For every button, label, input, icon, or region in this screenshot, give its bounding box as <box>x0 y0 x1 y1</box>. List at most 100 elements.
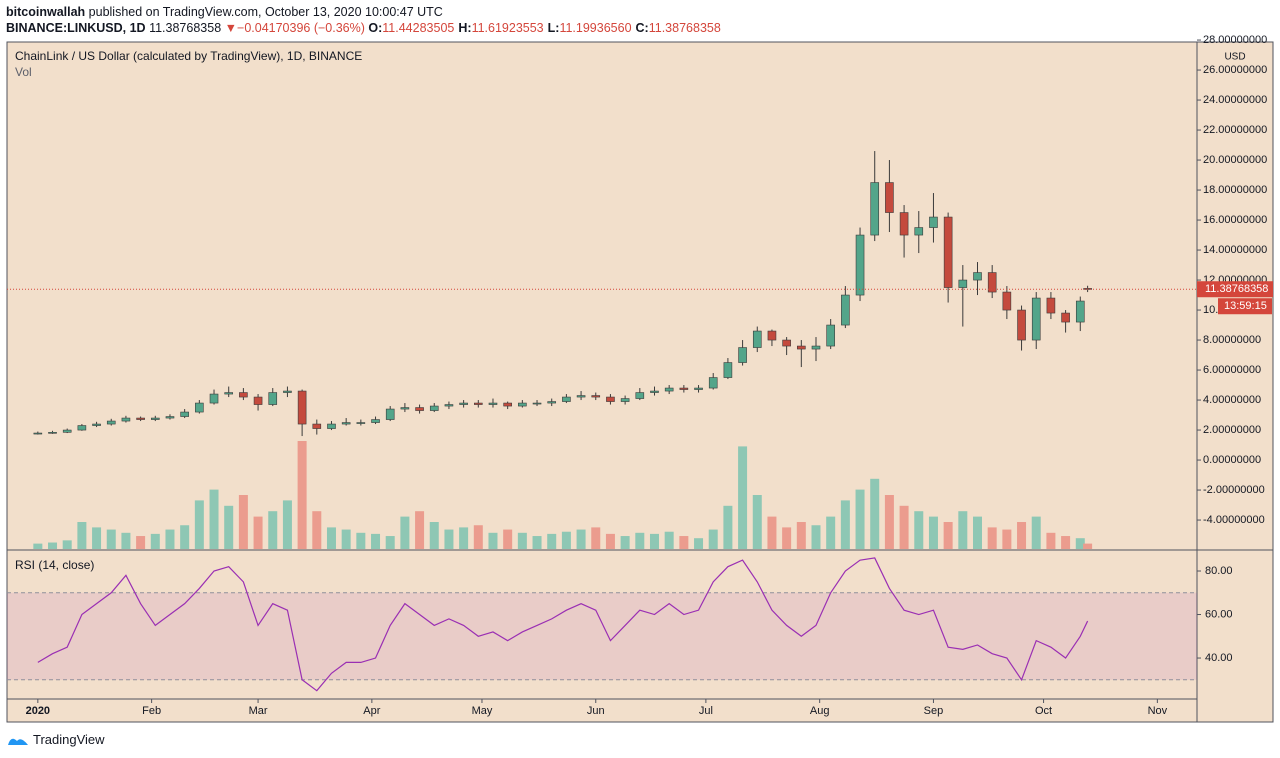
ohlc-key: H: <box>458 21 472 35</box>
candle-body <box>253 396 263 405</box>
candle-body <box>973 272 982 281</box>
volume-bar <box>385 536 395 549</box>
x-tick-label: Apr <box>363 705 380 717</box>
candle-body <box>987 272 997 293</box>
volume-bar <box>620 536 630 549</box>
volume-bar <box>532 536 542 549</box>
volume-bar <box>605 533 615 549</box>
candle-body <box>870 182 880 236</box>
author[interactable]: bitcoinwallah <box>6 5 86 19</box>
volume-bar <box>767 516 777 549</box>
volume-bar <box>136 536 146 549</box>
y-tick-label: 4.00000000 <box>1203 394 1261 406</box>
candle-body <box>356 422 366 424</box>
candle-body <box>385 408 395 420</box>
volume-bar <box>547 533 557 549</box>
volume-bar <box>400 516 410 549</box>
volume-bar <box>811 525 821 549</box>
candle-body <box>547 401 557 404</box>
candle-body <box>444 404 454 407</box>
candle-body <box>180 411 189 417</box>
volume-bar <box>1017 522 1027 549</box>
volume-bar <box>473 525 483 549</box>
candle-body <box>62 429 72 433</box>
footer-logo[interactable]: TradingView <box>7 732 105 747</box>
logo-icon <box>8 738 28 745</box>
x-tick-label: Jun <box>587 705 605 717</box>
candle-body <box>914 227 924 236</box>
candle-body <box>532 402 542 405</box>
candle-body <box>811 345 821 350</box>
x-tick-label: Oct <box>1035 705 1052 717</box>
candle-body <box>209 393 219 404</box>
y-tick-label: 18.00000000 <box>1203 184 1267 196</box>
candle-body <box>782 339 791 347</box>
volume-bar <box>371 533 381 549</box>
volume-bar <box>429 522 439 549</box>
candle-body <box>767 330 777 341</box>
volume-bar <box>591 527 601 549</box>
candle-body <box>694 387 703 390</box>
candle-body <box>1031 297 1041 341</box>
volume-bar <box>77 522 87 549</box>
volume-bar <box>796 522 806 549</box>
volume-bar <box>708 529 718 549</box>
candle-body <box>195 402 204 413</box>
header-line-1: bitcoinwallah published on TradingView.c… <box>6 4 725 20</box>
ohlc-key: O: <box>368 21 383 35</box>
candle-body <box>723 362 733 378</box>
volume-bar <box>356 532 366 549</box>
rsi-title: RSI (14, close) <box>15 558 94 572</box>
last-price-tag <box>1197 281 1273 298</box>
countdown: 13:59:15 <box>1224 300 1267 312</box>
volume-bar <box>312 511 322 549</box>
candle-body <box>283 390 292 393</box>
x-tick-label: May <box>472 705 493 717</box>
volume-bar <box>48 542 58 549</box>
y-tick-label: 16.00000000 <box>1203 214 1267 226</box>
ohlc: O:11.44283505 H:11.61923553 L:11.19936560 C… <box>368 21 724 35</box>
volume-bar <box>268 511 278 549</box>
x-tick-label: Sep <box>924 705 944 717</box>
ohlc-key: L: <box>547 21 560 35</box>
candle-body <box>327 423 336 429</box>
candle-body <box>635 392 645 399</box>
x-tick-label: Jul <box>699 705 713 717</box>
plot-layer: -4.00000000 -2.00000000 0.00000000 2.000000… <box>7 34 1273 717</box>
volume-bar <box>649 533 659 549</box>
volume-bar <box>326 527 336 549</box>
candle-body <box>268 392 278 405</box>
candle-body <box>1046 297 1056 314</box>
candle-body <box>33 432 43 435</box>
candle-body <box>826 324 835 347</box>
volume-bar <box>224 505 234 549</box>
volume-bar <box>928 516 938 549</box>
volume-bar <box>297 441 307 549</box>
volume-bar <box>752 495 762 549</box>
volume-bar <box>635 532 645 549</box>
candle-body <box>1002 291 1012 311</box>
candle-body <box>562 396 571 402</box>
volume-bar <box>209 489 219 549</box>
volume-bar <box>92 527 102 549</box>
candle-body <box>591 395 601 398</box>
candle-body <box>503 402 512 407</box>
x-tick-label: Feb <box>142 705 161 717</box>
rsi-tick-label: 60.00 <box>1205 608 1233 620</box>
candle-body <box>855 234 865 296</box>
rsi-band <box>7 592 1197 680</box>
volume-bar <box>723 505 733 549</box>
volume-bar <box>341 529 351 549</box>
ohlc-value: 11.44283505 <box>382 21 455 35</box>
y-tick-label: 8.00000000 <box>1203 334 1261 346</box>
candle-body <box>899 212 909 236</box>
candle-body <box>606 396 615 402</box>
y-tick-label: 24.00000000 <box>1203 94 1267 106</box>
volume-bar <box>870 478 880 549</box>
candle-body <box>48 431 57 434</box>
candle-body <box>664 387 674 392</box>
candle-body <box>474 402 483 405</box>
ohlc-value: 11.19936560 <box>559 21 632 35</box>
y-tick-label: 6.00000000 <box>1203 364 1261 376</box>
